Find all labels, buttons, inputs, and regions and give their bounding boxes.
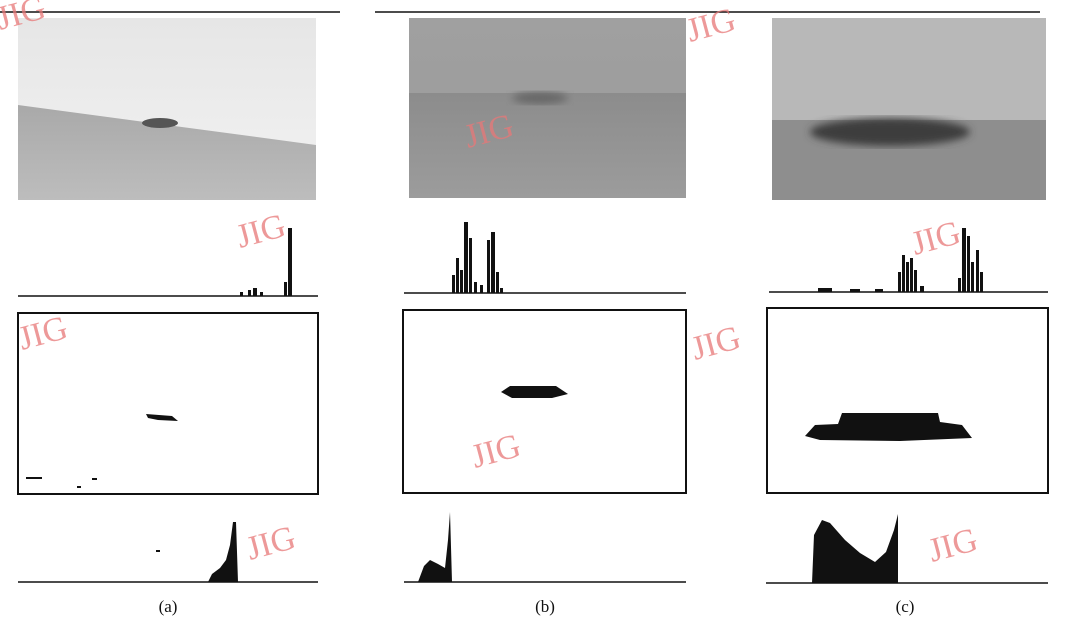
caption: (b) — [535, 597, 555, 616]
histogram-a-bottom — [18, 522, 318, 583]
caption: (a) — [159, 597, 178, 616]
histogram-c-bottom — [766, 514, 1048, 584]
histogram-b-bottom — [404, 512, 686, 583]
histogram-c — [769, 228, 1048, 293]
watermark: JIG — [232, 207, 289, 255]
photo-b — [409, 18, 686, 198]
histogram-a — [18, 228, 318, 297]
watermark: JIG — [687, 319, 744, 367]
photo-c — [772, 18, 1046, 200]
segmentation-b — [402, 309, 687, 494]
watermark: JIG — [907, 214, 964, 262]
segmentation-c — [766, 307, 1049, 494]
segmentation-a — [17, 312, 319, 495]
photo-a — [18, 18, 316, 200]
histogram-b — [404, 222, 686, 294]
caption: (c) — [896, 597, 915, 616]
watermark: JIG — [242, 519, 299, 567]
watermark: JIG — [682, 1, 739, 49]
watermark: JIG — [924, 521, 981, 569]
